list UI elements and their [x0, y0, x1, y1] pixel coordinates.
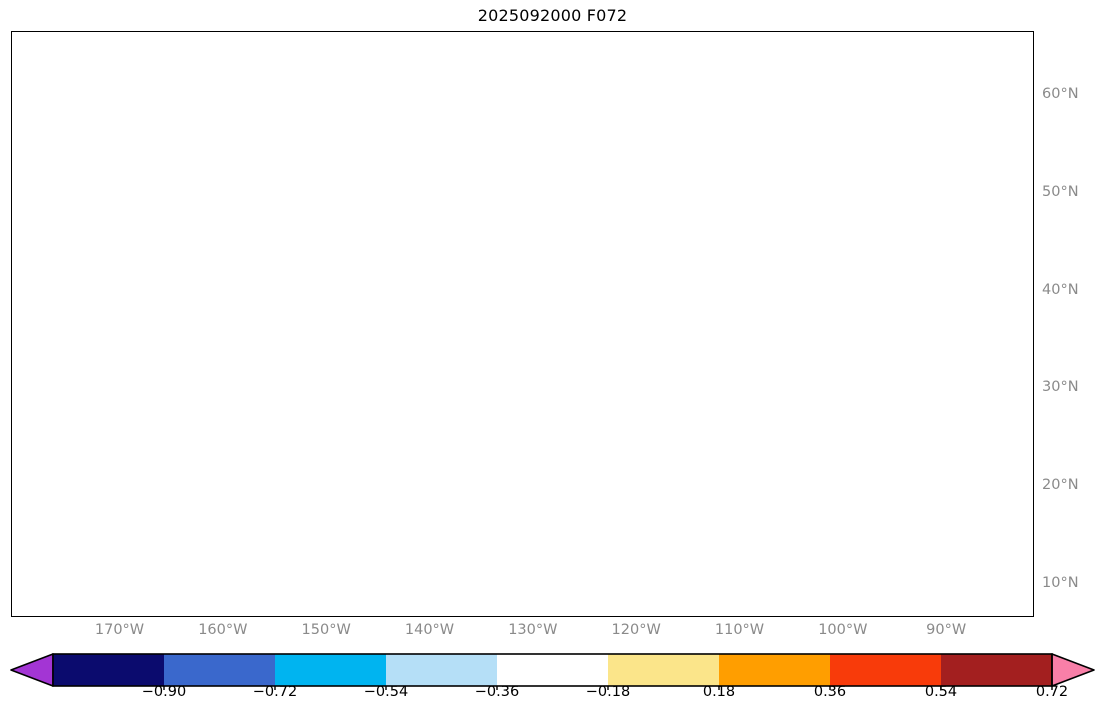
colorbar-segment[interactable] — [608, 654, 719, 686]
colorbar-segment[interactable] — [941, 654, 1052, 686]
colorbar-tick-label: −0.54 — [363, 684, 409, 700]
colorbar-tick-label: 0.36 — [813, 684, 847, 700]
colorbar-tick-label: −0.18 — [585, 684, 631, 700]
colorbar[interactable]: −0.90 −0.72 −0.54 −0.36 −0.18 0.18 0.36 0.54 0.7… — [0, 650, 1105, 712]
lon-tick-label: 90°W — [926, 622, 967, 638]
map-panel[interactable] — [11, 31, 1034, 617]
colorbar-tick-label: −0.90 — [141, 684, 187, 700]
lon-tick-label: 140°W — [404, 622, 455, 638]
colorbar-segment[interactable] — [164, 654, 275, 686]
colorbar-tick-label: 0.54 — [924, 684, 958, 700]
lon-tick-label: 120°W — [611, 622, 661, 638]
lat-tick-label: 20°N — [1042, 477, 1079, 494]
colorbar-tick-label: −0.72 — [252, 684, 298, 700]
lon-tick-label: 150°W — [301, 622, 351, 638]
colorbar-extend-low[interactable] — [10, 653, 54, 687]
colorbar-tick-label: −0.36 — [474, 684, 520, 700]
map-frame — [11, 31, 1034, 617]
colorbar-segment[interactable] — [497, 654, 608, 686]
lon-tick-label: 170°W — [94, 622, 145, 638]
lat-tick-label: 50°N — [1042, 184, 1079, 201]
lon-tick-label: 130°W — [508, 622, 558, 638]
lat-tick-label: 10°N — [1042, 574, 1079, 591]
colorbar-segment[interactable] — [830, 654, 941, 686]
colorbar-extend-high[interactable] — [1051, 653, 1095, 687]
page-title: 2025092000 F072 — [477, 6, 628, 25]
colorbar-outline — [52, 653, 1053, 687]
lon-tick-label: 100°W — [818, 622, 868, 638]
lon-tick-label: 160°W — [198, 622, 248, 638]
colorbar-tick-label: 0.72 — [1035, 684, 1069, 700]
lat-tick-label: 30°N — [1042, 379, 1079, 396]
colorbar-segment[interactable] — [275, 654, 386, 686]
lat-tick-label: 40°N — [1042, 281, 1079, 298]
colorbar-tick-label: 0.18 — [702, 684, 736, 700]
lat-tick-label: 60°N — [1042, 86, 1079, 103]
colorbar-segment[interactable] — [386, 654, 497, 686]
lon-tick-label: 110°W — [714, 622, 765, 638]
colorbar-swatches[interactable] — [0, 650, 1105, 691]
colorbar-segment[interactable] — [53, 654, 164, 686]
colorbar-segment[interactable] — [719, 654, 830, 686]
